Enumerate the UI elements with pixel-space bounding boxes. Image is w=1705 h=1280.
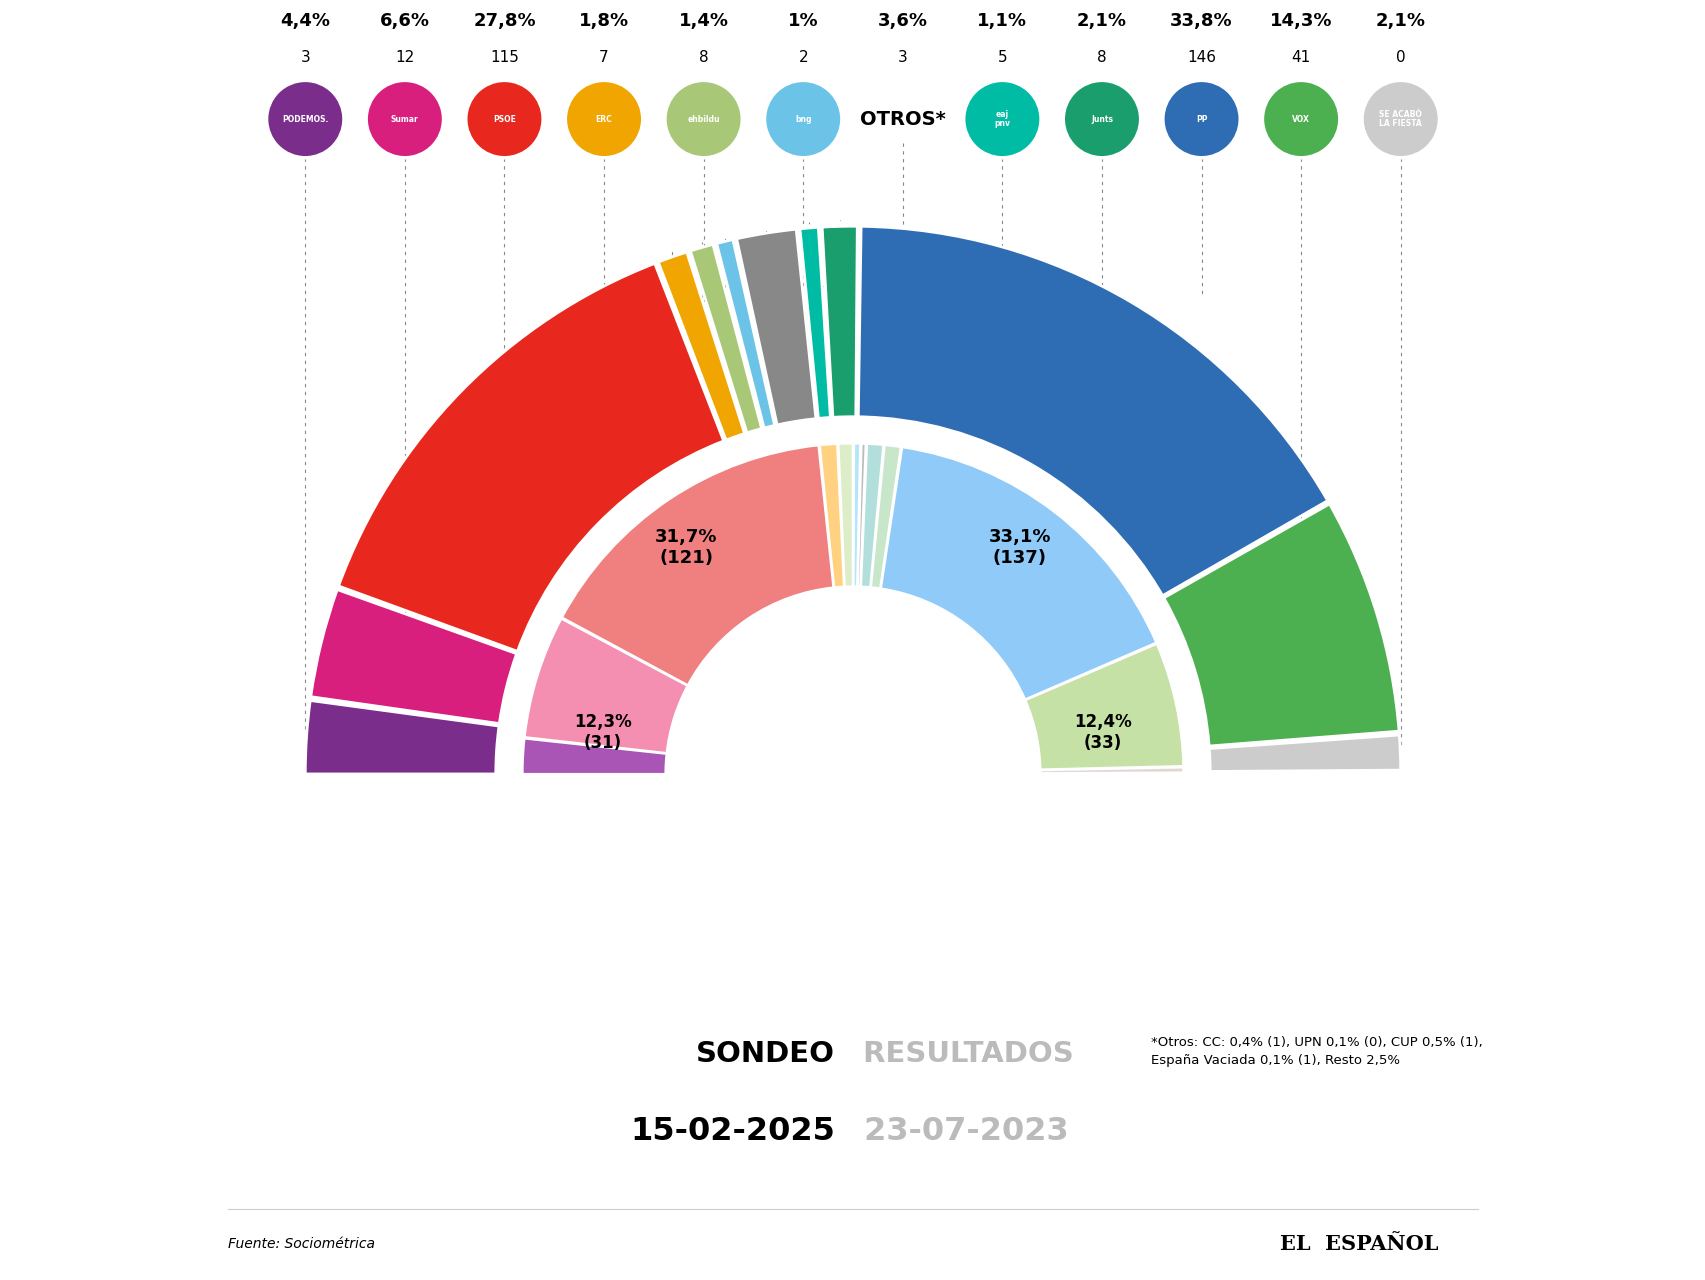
Wedge shape (820, 444, 844, 588)
Text: 7: 7 (598, 50, 609, 65)
Text: 33,1%
(137): 33,1% (137) (987, 529, 1050, 567)
FancyBboxPatch shape (169, 774, 1536, 1280)
Text: 15-02-2025: 15-02-2025 (629, 1116, 835, 1147)
Circle shape (1163, 81, 1240, 157)
Wedge shape (852, 444, 859, 586)
Text: 31,7%
(121): 31,7% (121) (655, 529, 718, 567)
Circle shape (465, 81, 542, 157)
Wedge shape (737, 229, 815, 425)
Circle shape (1361, 81, 1439, 157)
Text: 1%: 1% (788, 12, 818, 29)
Text: PSOE: PSOE (493, 115, 515, 124)
Wedge shape (1209, 735, 1400, 772)
Text: bng: bng (795, 115, 812, 124)
Text: 27,8%: 27,8% (472, 12, 535, 29)
Text: VOX: VOX (1291, 115, 1309, 124)
Text: ehbildu: ehbildu (687, 115, 720, 124)
Text: 3: 3 (300, 50, 310, 65)
Text: 3: 3 (897, 50, 907, 65)
Text: 12,4%
(33): 12,4% (33) (1074, 713, 1130, 751)
Text: 4,4%: 4,4% (280, 12, 331, 29)
Wedge shape (861, 444, 883, 588)
Text: 6,6%: 6,6% (380, 12, 430, 29)
Text: Fuente: Sociométrica: Fuente: Sociométrica (228, 1238, 375, 1252)
Circle shape (1062, 81, 1141, 157)
Text: Sumar: Sumar (390, 115, 418, 124)
Text: 5: 5 (997, 50, 1006, 65)
Text: SE ACABÓ
LA FIESTA: SE ACABÓ LA FIESTA (1378, 110, 1422, 128)
Wedge shape (858, 227, 1326, 595)
Text: 33,8%: 33,8% (1170, 12, 1233, 29)
Circle shape (367, 81, 443, 157)
Text: PODEMOS.: PODEMOS. (281, 115, 329, 124)
Text: 115: 115 (489, 50, 518, 65)
Text: RESULTADOS: RESULTADOS (852, 1039, 1072, 1068)
Wedge shape (1040, 768, 1183, 773)
Text: Junts: Junts (1089, 115, 1112, 124)
Wedge shape (880, 447, 1156, 699)
Wedge shape (522, 739, 667, 774)
Text: EL  ESPAÑOL: EL ESPAÑOL (1279, 1234, 1437, 1254)
Text: 3,6%: 3,6% (878, 12, 928, 29)
Text: 2,1%: 2,1% (1374, 12, 1425, 29)
Text: 146: 146 (1187, 50, 1216, 65)
Wedge shape (658, 252, 743, 440)
Circle shape (764, 81, 841, 157)
Text: *Otros: CC: 0,4% (1), UPN 0,1% (0), CUP 0,5% (1),
España Vaciada 0,1% (1), Resto: *Otros: CC: 0,4% (1), UPN 0,1% (0), CUP … (1149, 1036, 1482, 1068)
Wedge shape (561, 445, 832, 685)
Text: 1,4%: 1,4% (679, 12, 728, 29)
Text: ERC: ERC (595, 115, 612, 124)
Circle shape (1262, 81, 1338, 157)
Circle shape (665, 586, 1040, 961)
Wedge shape (338, 264, 723, 652)
Wedge shape (871, 445, 900, 589)
Wedge shape (858, 444, 864, 586)
Wedge shape (822, 227, 858, 417)
Wedge shape (305, 700, 500, 774)
Text: 8: 8 (699, 50, 708, 65)
Text: 14,3%: 14,3% (1269, 12, 1332, 29)
Text: SONDEO: SONDEO (696, 1039, 835, 1068)
Circle shape (665, 81, 742, 157)
Circle shape (963, 81, 1040, 157)
Text: 12,3%
(31): 12,3% (31) (575, 713, 631, 751)
Circle shape (564, 81, 643, 157)
Text: 2: 2 (798, 50, 808, 65)
Text: 12: 12 (396, 50, 414, 65)
Text: 23-07-2023: 23-07-2023 (852, 1116, 1067, 1147)
Text: 1,8%: 1,8% (578, 12, 629, 29)
Text: 8: 8 (1096, 50, 1107, 65)
Text: OTROS*: OTROS* (859, 110, 945, 128)
Text: 2,1%: 2,1% (1076, 12, 1127, 29)
Text: 41: 41 (1291, 50, 1309, 65)
Wedge shape (1163, 504, 1398, 746)
Text: PP: PP (1195, 115, 1207, 124)
Wedge shape (691, 244, 760, 433)
Wedge shape (496, 417, 1209, 774)
Wedge shape (525, 618, 687, 753)
Wedge shape (800, 228, 830, 419)
Wedge shape (837, 444, 852, 586)
Text: eaj
pnv: eaj pnv (994, 110, 1009, 128)
Wedge shape (716, 239, 774, 428)
Text: 0: 0 (1395, 50, 1405, 65)
Text: 1,1%: 1,1% (977, 12, 1026, 29)
Wedge shape (310, 590, 517, 723)
Circle shape (266, 81, 344, 157)
Wedge shape (1025, 644, 1183, 769)
